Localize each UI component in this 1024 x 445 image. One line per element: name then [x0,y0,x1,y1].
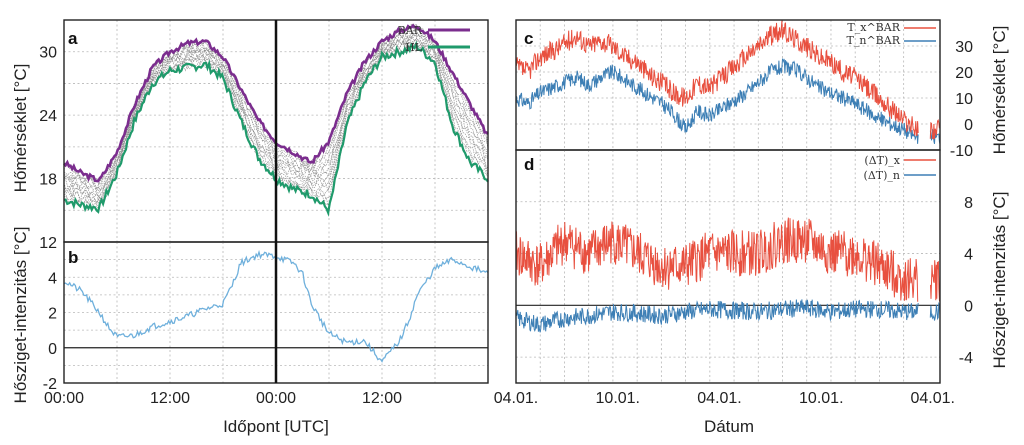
legend-tx-label: T_x^BAR [847,21,900,34]
y-tick-label: 2 [48,306,57,323]
y-tick-label: -4 [959,350,973,367]
x-tick-label: 12:00 [362,390,402,407]
x-tick-label: 10.01. [799,390,843,407]
left-temp-ylabel: Hőmérséklet [°C] [11,64,30,193]
panel-b: -2 0 2 4 00:00 12:00 00:00 12:00 [43,20,489,407]
y-tick-label: 30 [39,45,57,62]
legend-dtx-label: (ΔT)_x [864,154,900,167]
panel-a-label: a [68,29,78,48]
y-tick-label: 18 [39,172,57,189]
y-tick-label: 4 [48,270,57,287]
y-tick-label: 0 [964,298,973,315]
legend-tn-label: T_n^BAR [847,34,901,47]
y-tick-label: 20 [955,65,973,82]
x-tick-label: 04.01. [494,390,538,407]
panel-d-frame [515,149,941,384]
panel-a: BAR HL 12 18 24 30 [39,19,489,252]
x-tick-label: 04.01. [910,390,954,407]
y-tick-label: 0 [964,117,973,134]
y-tick-label: 10 [955,91,973,108]
panel-c-label: c [524,29,533,48]
legend-dtn-label: (ΔT)_n [864,169,900,182]
legend-bar-label: BAR [398,24,423,37]
y-tick-label: 30 [955,39,973,56]
x-tick-label: 00:00 [44,390,84,407]
x-tick-label: 04.01. [697,390,741,407]
left-uhi-ylabel: Hősziget-intenzitás [°C] [11,227,30,404]
y-tick-label: 8 [964,195,973,212]
x-tick-label: 12:00 [150,390,190,407]
y-tick-label: 24 [39,108,57,125]
x-tick-label: 00:00 [256,390,296,407]
y-tick-label: 0 [48,341,57,358]
panel-d-label: d [524,155,534,174]
panel-d: (ΔT)_x (ΔT)_n -4 0 4 8 04.01. 10.01. 04.01. 10.01… [494,149,973,407]
y-tick-label: 12 [39,235,57,252]
legend-hl-label: HL [405,41,423,54]
left-xlabel: Időpont [UTC] [223,417,329,436]
series-tx-line [515,20,941,140]
panel-b-label: b [68,248,78,267]
x-tick-label: 10.01. [596,390,640,407]
right-xlabel: Dátum [704,417,754,436]
series-dtx-line [515,217,941,302]
y-tick-label: 4 [964,247,973,264]
right-uhi-ylabel: Hősziget-intenzitás [°C] [990,192,1009,369]
right-temp-ylabel: Hőmérséklet [°C] [990,26,1009,155]
series-dtn-line [515,299,941,333]
y-tick-label: -2 [43,376,57,393]
y-tick-label: -10 [950,143,973,160]
